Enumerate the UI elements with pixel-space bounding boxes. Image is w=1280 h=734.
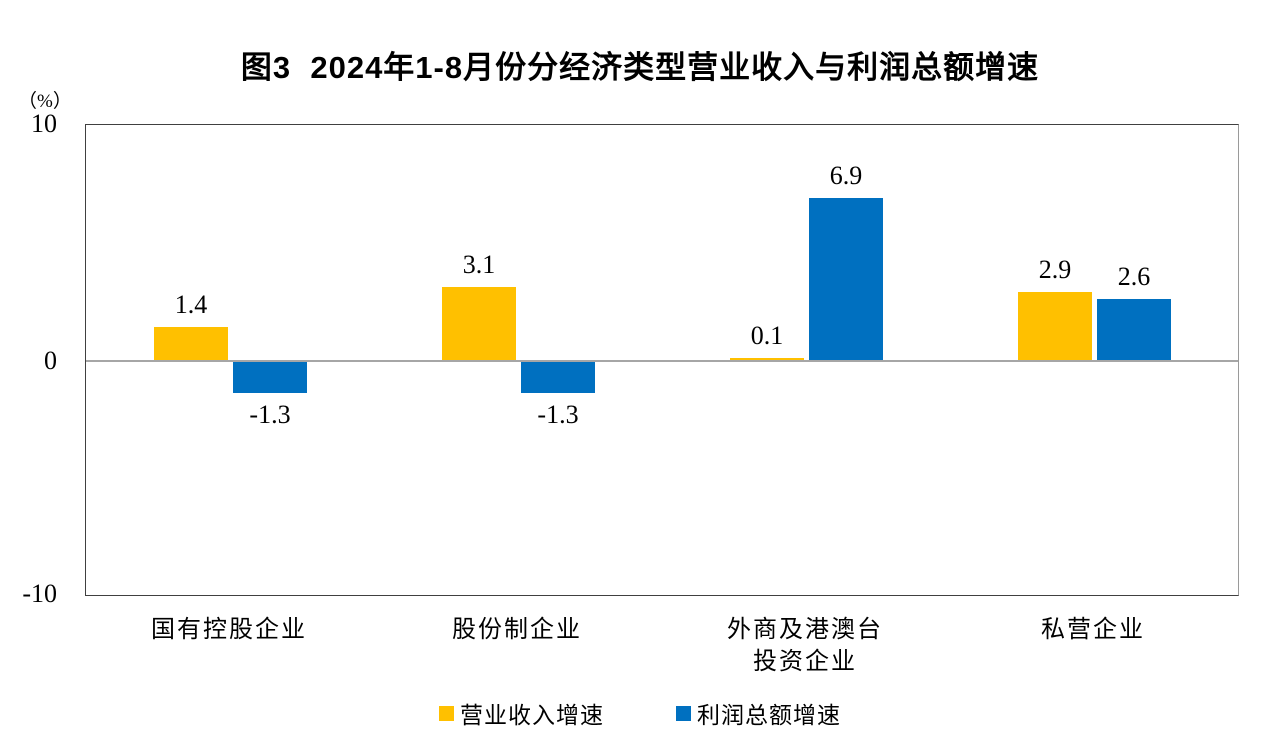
y-tick-0: 0 bbox=[44, 346, 57, 375]
value-label-profit-0: -1.3 bbox=[249, 400, 291, 429]
y-axis-unit-label: （%） bbox=[18, 91, 72, 112]
bar-profit-0 bbox=[233, 362, 307, 393]
bar-revenue-0 bbox=[154, 327, 228, 360]
bar-revenue-1 bbox=[442, 287, 516, 360]
value-label-revenue-3: 2.9 bbox=[1038, 255, 1072, 284]
value-label-profit-3: 2.6 bbox=[1117, 262, 1151, 291]
value-label-profit-2: 6.9 bbox=[829, 161, 863, 190]
value-label-revenue-0: 1.4 bbox=[174, 290, 208, 319]
x-axis-label-2: 外商及港澳台 投资企业 bbox=[727, 617, 883, 676]
legend-swatch-revenue bbox=[439, 705, 454, 721]
value-label-revenue-2: 0.1 bbox=[750, 321, 784, 350]
x-axis-label-0: 国有控股企业 bbox=[151, 617, 307, 643]
legend: 营业收入增速 利润总额增速 bbox=[0, 696, 1280, 730]
zero-gridline bbox=[86, 360, 1238, 362]
bar-revenue-3 bbox=[1018, 292, 1092, 360]
y-tick-neg10: -10 bbox=[22, 579, 57, 608]
y-tick-10: 10 bbox=[31, 109, 57, 138]
bar-profit-1 bbox=[521, 362, 595, 393]
legend-item-revenue: 营业收入增速 bbox=[439, 696, 604, 730]
x-axis-label-3: 私营企业 bbox=[1041, 617, 1145, 643]
bar-revenue-2 bbox=[730, 358, 804, 360]
legend-swatch-profit bbox=[676, 705, 691, 721]
chart-title: 图3 2024年1-8月份分经济类型营业收入与利润总额增速 bbox=[240, 50, 1040, 85]
value-label-revenue-1: 3.1 bbox=[462, 250, 496, 279]
legend-label-profit: 利润总额增速 bbox=[697, 703, 841, 728]
value-label-profit-1: -1.3 bbox=[537, 400, 579, 429]
legend-item-profit: 利润总额增速 bbox=[676, 696, 841, 730]
bar-profit-2 bbox=[809, 198, 883, 360]
plot-area: 1.4 -1.3 3.1 -1.3 0.1 6.9 2.9 2.6 bbox=[85, 124, 1239, 596]
bar-profit-3 bbox=[1097, 299, 1171, 360]
legend-label-revenue: 营业收入增速 bbox=[460, 703, 604, 728]
x-axis-label-1: 股份制企业 bbox=[452, 617, 582, 643]
